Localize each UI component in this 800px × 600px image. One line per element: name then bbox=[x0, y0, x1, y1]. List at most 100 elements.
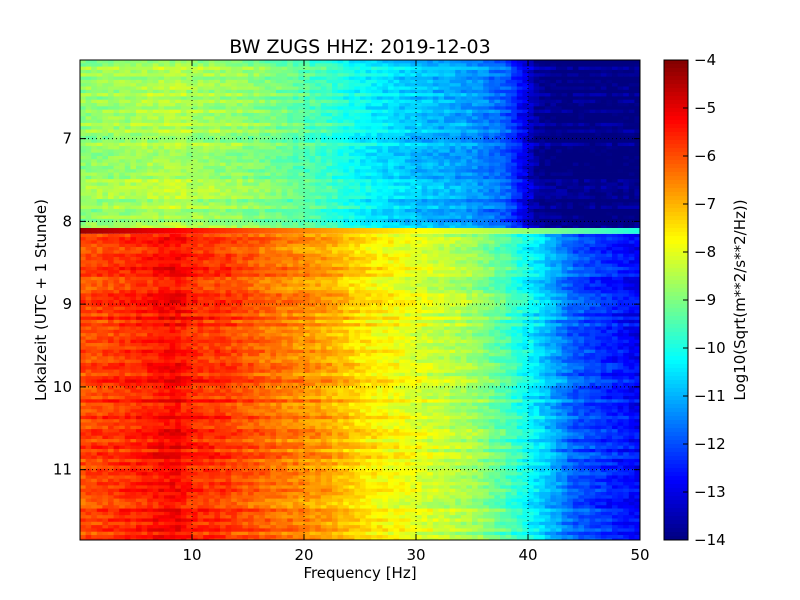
spectrogram-cell bbox=[584, 156, 590, 160]
spectrogram-cell bbox=[376, 212, 383, 216]
spectrogram-cell bbox=[192, 60, 198, 64]
spectrogram-cell bbox=[511, 83, 518, 87]
spectrogram-cell bbox=[550, 83, 557, 87]
spectrogram-cell bbox=[315, 122, 322, 127]
spectrogram-cell bbox=[472, 129, 478, 134]
spectrogram-cell bbox=[544, 109, 551, 114]
spectrogram-cell bbox=[483, 69, 490, 74]
spectrogram-cell bbox=[393, 76, 400, 81]
spectrogram-cell bbox=[567, 205, 574, 210]
spectrogram-cell bbox=[472, 218, 478, 223]
spectrogram-cell bbox=[483, 175, 490, 180]
spectrogram-cell bbox=[449, 222, 456, 226]
spectrogram-cell bbox=[511, 122, 518, 127]
spectrogram-cell bbox=[91, 215, 98, 220]
spectrogram-cell bbox=[264, 129, 271, 134]
spectrogram-cell bbox=[343, 218, 350, 223]
spectrogram-cell bbox=[393, 60, 400, 64]
spectrogram-cell bbox=[203, 96, 210, 101]
spectrogram-cell bbox=[488, 93, 495, 97]
spectrogram-cell bbox=[147, 73, 154, 77]
spectrogram-cell bbox=[85, 103, 92, 107]
spectrogram-cell bbox=[578, 182, 585, 187]
spectrogram-cell bbox=[505, 132, 512, 137]
spectrogram-cell bbox=[410, 162, 417, 167]
spectrogram-cell bbox=[427, 96, 434, 101]
spectrogram-cell bbox=[354, 106, 361, 111]
spectrogram-cell bbox=[91, 103, 98, 107]
spectrogram-cell bbox=[477, 119, 484, 124]
spectrogram-cell bbox=[589, 165, 596, 170]
spectrogram-cell bbox=[634, 79, 641, 84]
spectrogram-cell bbox=[315, 89, 322, 94]
spectrogram-cell bbox=[572, 195, 579, 200]
spectrogram-cell bbox=[152, 99, 159, 104]
spectrogram-cell bbox=[550, 195, 557, 200]
spectrogram-cell bbox=[606, 63, 613, 68]
spectrogram-cell bbox=[175, 195, 182, 200]
spectrogram-cell bbox=[410, 202, 417, 207]
spectrogram-cell bbox=[147, 116, 154, 120]
spectrogram-cell bbox=[248, 169, 254, 173]
spectrogram-cell bbox=[253, 189, 260, 193]
spectrogram-cell bbox=[108, 142, 114, 147]
spectrogram-cell bbox=[270, 208, 277, 213]
spectrogram-cell bbox=[595, 156, 602, 160]
spectrogram-cell bbox=[382, 103, 389, 107]
spectrogram-cell bbox=[96, 129, 103, 134]
spectrogram-cell bbox=[634, 218, 641, 223]
spectrogram-cell bbox=[158, 106, 165, 111]
spectrogram-cell bbox=[572, 86, 579, 91]
spectrogram-cell bbox=[141, 205, 148, 210]
spectrogram-cell bbox=[584, 79, 590, 84]
spectrogram-cell bbox=[567, 122, 574, 127]
spectrogram-cell bbox=[628, 129, 635, 134]
spectrogram-cell bbox=[488, 215, 495, 220]
spectrogram-cell bbox=[612, 126, 618, 130]
spectrogram-cell bbox=[483, 96, 490, 101]
spectrogram-cell bbox=[108, 69, 114, 74]
spectrogram-cell bbox=[343, 215, 350, 220]
spectrogram-cell bbox=[623, 205, 630, 210]
spectrogram-cell bbox=[281, 60, 288, 64]
spectrogram-cell bbox=[315, 129, 322, 134]
spectrogram-cell bbox=[421, 106, 428, 111]
spectrogram-cell bbox=[584, 199, 590, 203]
spectrogram-cell bbox=[528, 162, 534, 167]
spectrogram-cell bbox=[113, 93, 120, 97]
spectrogram-cell bbox=[528, 69, 534, 74]
spectrogram-cell bbox=[298, 106, 305, 111]
spectrogram-cell bbox=[572, 165, 579, 170]
spectrogram-cell bbox=[455, 208, 462, 213]
spectrogram-cell bbox=[628, 103, 635, 107]
spectrogram-cell bbox=[108, 132, 114, 137]
spectrogram-cell bbox=[259, 192, 266, 197]
spectrogram-cell bbox=[477, 66, 484, 71]
spectrogram-cell bbox=[556, 79, 562, 84]
spectrogram-cell bbox=[197, 126, 204, 130]
spectrogram-cell bbox=[169, 116, 176, 120]
spectrogram-cell bbox=[567, 195, 574, 200]
spectrogram-cell bbox=[113, 208, 120, 213]
spectrogram-cell bbox=[180, 83, 187, 87]
spectrogram-cell bbox=[516, 129, 523, 134]
spectrogram-cell bbox=[80, 79, 86, 84]
spectrogram-cell bbox=[522, 99, 529, 104]
spectrogram-cell bbox=[416, 79, 422, 84]
spectrogram-cell bbox=[147, 222, 154, 226]
spectrogram-cell bbox=[197, 103, 204, 107]
spectrogram-cell bbox=[628, 218, 635, 223]
spectrogram-cell bbox=[393, 199, 400, 203]
spectrogram-cell bbox=[360, 146, 366, 150]
spectrogram-cell bbox=[600, 162, 607, 167]
spectrogram-cell bbox=[158, 205, 165, 210]
spectrogram-cell bbox=[147, 182, 154, 187]
spectrogram-cell bbox=[634, 106, 641, 111]
spectrogram-cell bbox=[80, 202, 86, 207]
spectrogram-cell bbox=[477, 99, 484, 104]
spectrogram-cell bbox=[304, 76, 310, 81]
spectrogram-cell bbox=[158, 149, 165, 154]
spectrogram-cell bbox=[427, 109, 434, 114]
spectrogram-cell bbox=[287, 205, 294, 210]
spectrogram-cell bbox=[136, 93, 142, 97]
